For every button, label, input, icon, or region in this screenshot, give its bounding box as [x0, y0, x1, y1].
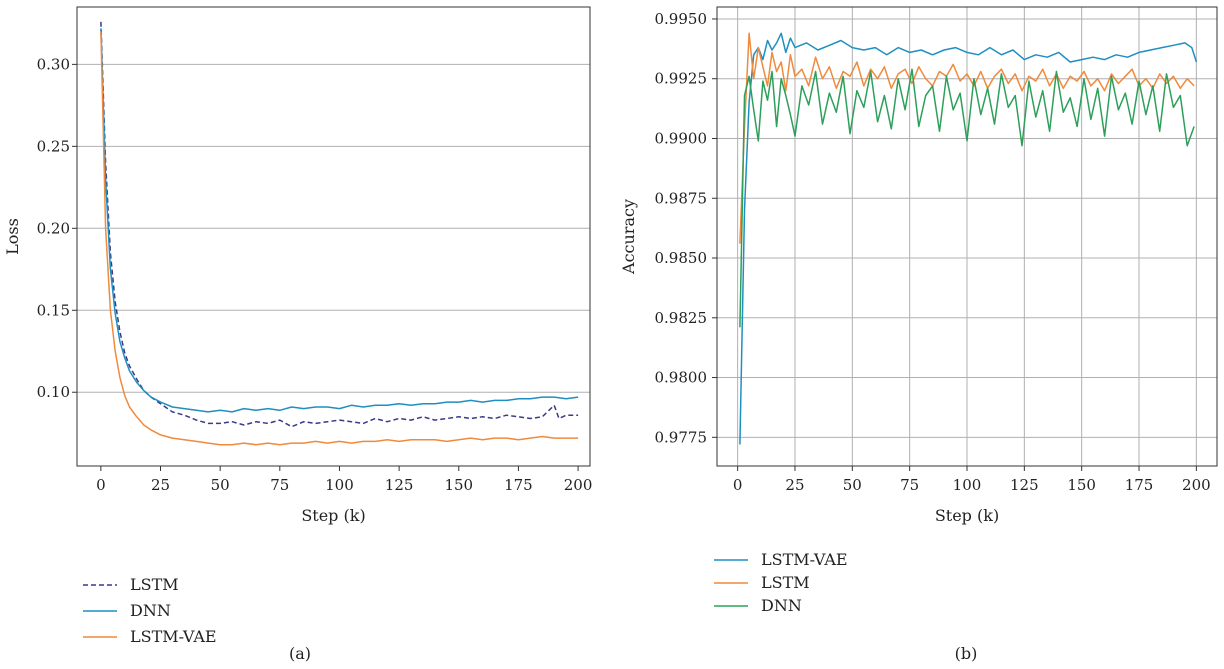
- x-tick-label: 25: [785, 476, 804, 494]
- y-axis-label: Loss: [3, 218, 22, 255]
- y-tick-label: 0.10: [37, 383, 70, 401]
- x-tick-label: 200: [564, 476, 593, 494]
- x-tick-label: 175: [504, 476, 533, 494]
- loss-panel: 0 25 50 75 100 125 150 175 200 0.10 0.15 0.20 0.25 0.…: [3, 6, 593, 663]
- x-tick-label: 25: [151, 476, 170, 494]
- y-tick-label: 0.9900: [655, 129, 708, 147]
- x-tick-label: 50: [843, 476, 862, 494]
- y-tick-label: 0.15: [37, 301, 70, 319]
- series-line-lstm: [100, 21, 579, 428]
- y-tick-label: 0.9775: [655, 428, 708, 446]
- series-line-lstm: [739, 32, 1195, 244]
- x-tick-label: 0: [733, 476, 743, 494]
- y-axis-label: Accuracy: [619, 199, 638, 275]
- legend-label-dnn: DNN: [130, 601, 171, 620]
- series-line-dnn: [100, 28, 579, 413]
- series-line-lstm-vae: [739, 32, 1198, 445]
- x-tick-label: 50: [211, 476, 230, 494]
- x-tick-label: 150: [1067, 476, 1096, 494]
- series-line-lstm-vae: [100, 31, 579, 446]
- accuracy-panel: 0 25 50 75 100 125 150 175 200 0.9775 0.9800 0.9825…: [619, 6, 1218, 663]
- plot-frame: [76, 6, 591, 467]
- y-tick-label: 0.9950: [655, 10, 708, 28]
- legend-label-lstm-vae: LSTM-VAE: [761, 550, 848, 569]
- x-axis-label: Step (k): [301, 506, 365, 525]
- legend: LSTM DNN LSTM-VAE: [83, 575, 217, 646]
- x-tick-label: 75: [270, 476, 289, 494]
- x-tick-label: 175: [1125, 476, 1154, 494]
- legend-label-lstm: LSTM: [761, 573, 810, 592]
- y-tick-label: 0.25: [37, 137, 70, 155]
- x-tick-label: 125: [1010, 476, 1039, 494]
- series-line-dnn: [739, 68, 1195, 328]
- y-tick-label: 0.9800: [655, 369, 708, 387]
- legend-label-lstm: LSTM: [130, 575, 179, 594]
- x-tick-label: 100: [325, 476, 354, 494]
- legend-label-dnn: DNN: [761, 596, 802, 615]
- y-tick-label: 0.9875: [655, 189, 708, 207]
- y-tick-label: 0.20: [37, 219, 70, 237]
- x-tick-label: 200: [1182, 476, 1211, 494]
- x-tick-label: 0: [96, 476, 106, 494]
- x-tick-label: 150: [444, 476, 473, 494]
- y-tick-label: 0.9925: [655, 70, 708, 88]
- x-axis-label: Step (k): [935, 506, 999, 525]
- y-tick-label: 0.9850: [655, 249, 708, 267]
- legend-label-lstm-vae: LSTM-VAE: [130, 627, 217, 646]
- x-tick-label: 125: [385, 476, 414, 494]
- panel-label: (a): [289, 644, 311, 663]
- x-tick-label: 100: [953, 476, 982, 494]
- y-tick-label: 0.30: [37, 55, 70, 73]
- x-tick-label: 75: [900, 476, 919, 494]
- panel-label: (b): [955, 644, 978, 663]
- y-tick-label: 0.9825: [655, 309, 708, 327]
- legend: LSTM-VAE LSTM DNN: [714, 550, 848, 615]
